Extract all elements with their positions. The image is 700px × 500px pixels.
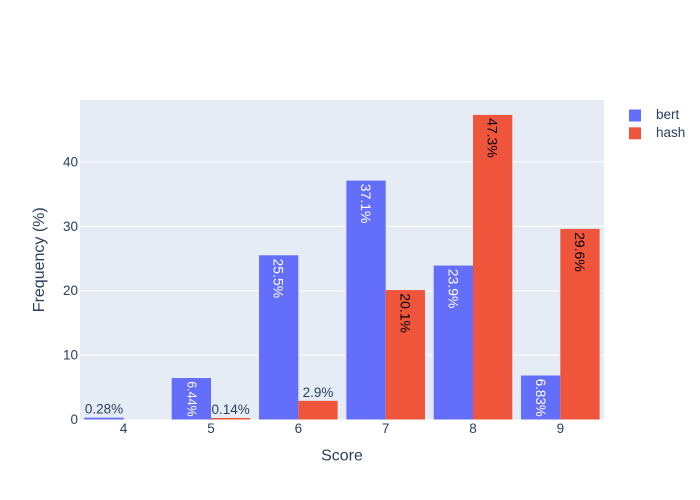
svg-text:0.14%: 0.14% [212,402,250,417]
svg-text:9: 9 [557,421,565,436]
svg-text:10: 10 [63,348,78,363]
svg-text:40: 40 [63,154,78,169]
svg-text:hash: hash [656,125,685,140]
svg-text:0.28%: 0.28% [85,402,123,417]
svg-text:Frequency (%): Frequency (%) [31,207,48,312]
svg-text:6.44%: 6.44% [184,381,198,416]
svg-text:20.1%: 20.1% [397,293,413,333]
svg-text:2.9%: 2.9% [303,385,334,400]
svg-text:Score: Score [321,448,363,465]
svg-text:4: 4 [120,421,128,436]
svg-text:29.6%: 29.6% [572,232,588,272]
svg-text:37.1%: 37.1% [358,184,374,224]
svg-text:6.83%: 6.83% [533,379,548,417]
svg-text:7: 7 [382,421,390,436]
svg-text:0: 0 [70,412,78,427]
svg-text:20: 20 [63,283,78,298]
svg-text:25.5%: 25.5% [271,259,287,299]
svg-text:bert: bert [656,107,680,122]
svg-text:8: 8 [469,421,477,436]
svg-text:30: 30 [63,219,78,234]
svg-text:6: 6 [295,421,303,436]
svg-text:5: 5 [207,421,215,436]
svg-text:47.3%: 47.3% [485,118,501,158]
svg-text:23.9%: 23.9% [445,269,461,309]
